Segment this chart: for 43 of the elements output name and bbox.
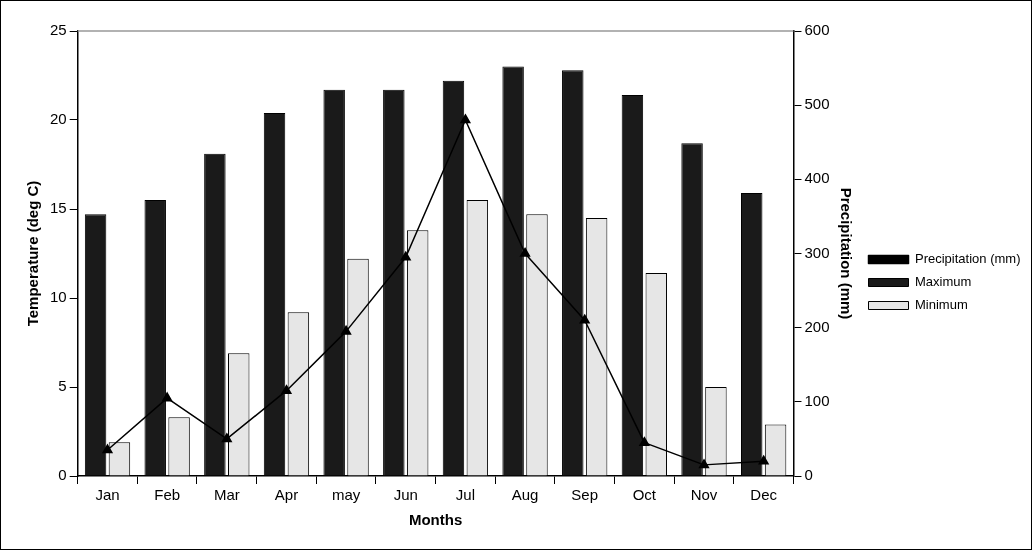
legend-label: Precipitation (mm)	[915, 251, 1021, 267]
y-tick-label: 20	[50, 110, 67, 128]
point	[460, 114, 471, 124]
y-tick-label: 0	[58, 466, 67, 484]
point	[221, 433, 232, 443]
x-tick-label: Jun	[393, 486, 418, 504]
legend-label: Maximum	[915, 274, 972, 290]
y2-axis-title: Precipitation (mm)	[838, 187, 856, 320]
x-tick-label: Feb	[154, 486, 181, 504]
x-tick-label: Jul	[455, 486, 475, 504]
point	[341, 325, 352, 335]
y2-tick-label: 0	[804, 466, 813, 484]
point	[102, 444, 113, 454]
x-axis-title: Months	[408, 511, 463, 529]
point	[758, 455, 769, 465]
x-tick-label: Sep	[571, 486, 599, 504]
point	[281, 384, 292, 394]
point	[162, 392, 173, 402]
y2-tick-label: 100	[804, 391, 830, 409]
y-tick-label: 25	[50, 21, 67, 39]
y2-tick-label: 500	[804, 95, 830, 113]
legend-label: Minimum	[915, 297, 968, 313]
point	[579, 314, 590, 324]
x-tick-label: Dec	[750, 486, 778, 504]
y-axis-title: Temperature (deg C)	[24, 180, 42, 327]
x-tick-label: may	[331, 486, 361, 504]
x-tick-label: Mar	[213, 486, 240, 504]
y2-tick-label: 200	[804, 317, 830, 335]
x-tick-label: Jan	[95, 486, 120, 504]
y2-tick-label: 600	[804, 21, 830, 39]
point	[519, 247, 531, 257]
x-tick-label: Aug	[511, 486, 539, 504]
y-tick-label: 15	[50, 199, 67, 217]
x-tick-label: Oct	[632, 486, 657, 504]
y2-tick-label: 400	[804, 169, 830, 187]
point	[400, 251, 411, 261]
y-tick-label: 10	[50, 288, 67, 306]
y2-tick-label: 300	[804, 243, 830, 261]
point	[698, 459, 710, 469]
x-tick-label: Nov	[690, 486, 718, 504]
x-tick-label: Apr	[274, 486, 299, 504]
point	[639, 436, 650, 446]
y-tick-label: 5	[58, 377, 67, 395]
